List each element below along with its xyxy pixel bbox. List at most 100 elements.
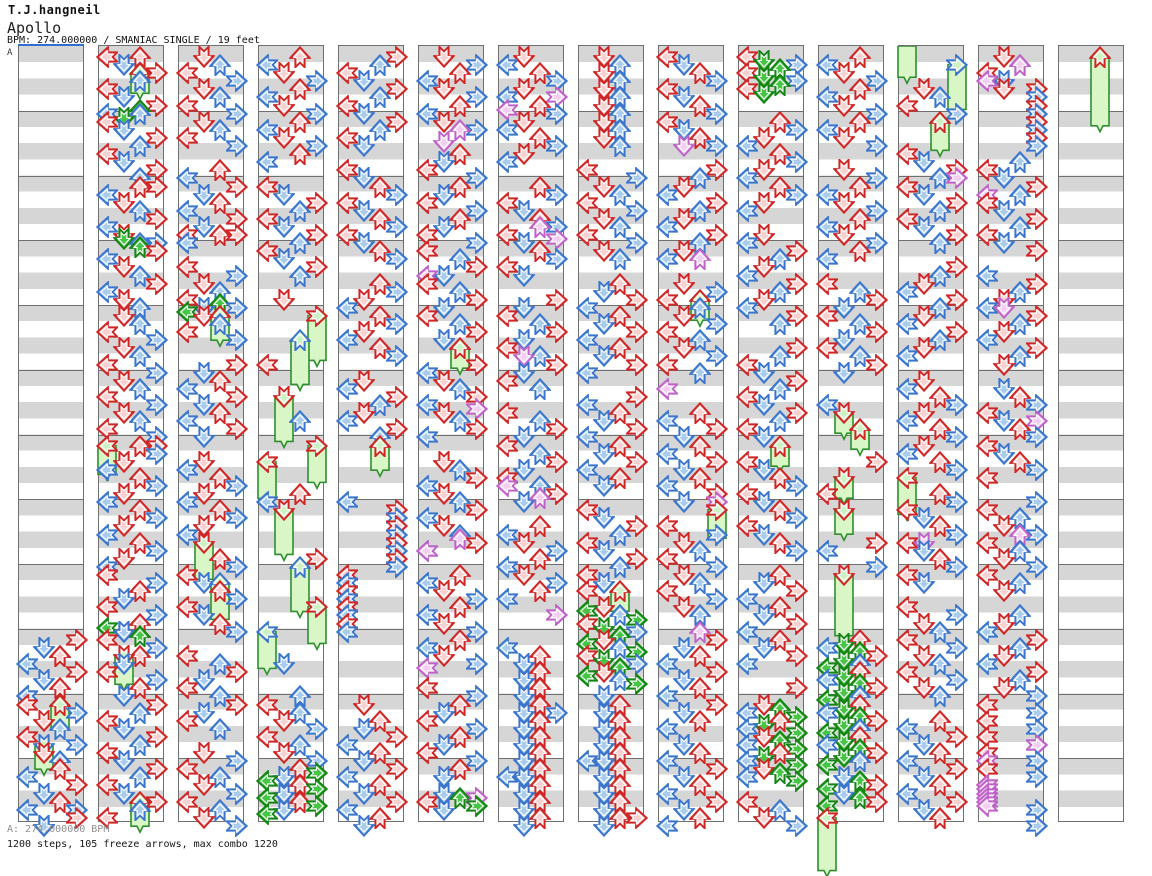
measure-line [499, 758, 563, 760]
note-arrow-right [224, 619, 248, 644]
note-arrow-up [208, 685, 233, 709]
note-arrow-down [591, 732, 616, 757]
note-arrow-right [384, 279, 408, 304]
note-arrow-left [96, 45, 120, 69]
note-arrow-down [591, 505, 616, 530]
measure-line [659, 175, 723, 177]
note-arrow-down [511, 109, 536, 133]
note-arrow-right [384, 554, 408, 579]
note-arrow-right [464, 793, 488, 818]
note-arrow-down [591, 647, 616, 672]
note-arrow-right [544, 182, 568, 207]
note-arrow-down [431, 797, 456, 821]
measure-line [579, 175, 643, 177]
measure-line [339, 305, 403, 306]
note-arrow-down [191, 667, 216, 692]
note-arrow-down [191, 182, 216, 206]
note-arrow-right [784, 182, 808, 207]
measure-line [259, 110, 323, 112]
note-arrow-right [944, 457, 968, 482]
freeze-head-up [48, 693, 73, 718]
note-arrow-right [624, 619, 648, 644]
measure-line [499, 305, 563, 306]
note-arrow-down [351, 368, 376, 392]
note-arrow-right [464, 198, 488, 223]
note-arrow-left [256, 174, 280, 199]
note-arrow-left [576, 457, 600, 482]
freeze-head-left [896, 465, 920, 490]
note-arrow-left [976, 465, 1000, 490]
note-arrow-right [624, 287, 648, 312]
note-arrow-left [176, 93, 200, 118]
note-arrow-right [464, 465, 488, 490]
note-arrow-down [271, 214, 296, 239]
note-arrow-left [576, 295, 600, 320]
note-arrow-right [224, 660, 248, 685]
measure-line [419, 693, 483, 695]
note-arrow-up [128, 102, 153, 127]
note-arrow-left [416, 101, 440, 126]
note-arrow-right [464, 255, 488, 280]
note-arrow-up [448, 596, 473, 620]
note-arrow-left [656, 215, 680, 239]
note-arrow-down [511, 295, 536, 320]
note-arrow-up [128, 410, 153, 434]
freeze-head-right [944, 53, 968, 78]
note-arrow-right [304, 134, 328, 158]
note-arrow-down [431, 368, 456, 392]
measure-line [179, 499, 243, 501]
note-arrow-down [511, 748, 536, 773]
note-arrow-up [688, 248, 713, 272]
measure-line [579, 499, 643, 501]
note-arrow-down [111, 303, 136, 328]
note-arrow-down [511, 797, 536, 821]
note-arrow-down [991, 76, 1016, 101]
measure-line [339, 175, 403, 177]
measure-line [659, 693, 723, 695]
note-arrow-right [784, 676, 808, 701]
note-arrow-down [511, 764, 536, 789]
note-arrow-down [591, 206, 616, 230]
measure-line [1059, 499, 1123, 501]
note-arrow-down [591, 813, 616, 838]
note-arrow-left [336, 619, 360, 644]
freeze-head-up [368, 434, 393, 459]
measure-line [579, 369, 643, 371]
note-arrow-right [464, 417, 488, 442]
note-arrow-left [416, 789, 440, 814]
freeze-head-right [304, 304, 328, 328]
note-arrow-down [431, 700, 456, 724]
note-arrow-down [271, 246, 296, 271]
note-arrow-down [351, 287, 376, 311]
freeze-head-down [271, 384, 296, 409]
note-arrow-left [336, 490, 360, 515]
freeze-head-right [704, 498, 728, 523]
note-arrow-right [544, 352, 568, 377]
note-arrow-down [591, 311, 616, 336]
note-arrow-left [16, 652, 40, 676]
note-arrow-right [224, 263, 248, 288]
note-arrow-up [448, 725, 473, 750]
measure-line [179, 369, 243, 371]
note-arrow-right [544, 482, 568, 506]
measure-line [659, 110, 723, 112]
note-arrow-right [224, 587, 248, 612]
note-arrow-up [368, 272, 393, 297]
note-arrow-left [336, 409, 360, 434]
note-arrow-right [864, 352, 888, 377]
note-arrow-down [111, 254, 136, 279]
freeze-head-left [816, 805, 840, 830]
measure-line [339, 240, 403, 242]
note-arrow-left [816, 304, 840, 328]
note-arrow-down [351, 165, 376, 190]
note-arrow-right [624, 652, 648, 676]
note-arrow-down [511, 732, 536, 757]
note-arrow-up [368, 53, 393, 78]
note-arrow-left [176, 198, 200, 223]
measure-line [499, 175, 563, 177]
note-arrow-left [416, 360, 440, 385]
note-arrow-up [608, 636, 633, 661]
note-arrow-down [431, 44, 456, 69]
note-arrow-up [208, 118, 233, 143]
note-arrow-left [496, 336, 520, 361]
